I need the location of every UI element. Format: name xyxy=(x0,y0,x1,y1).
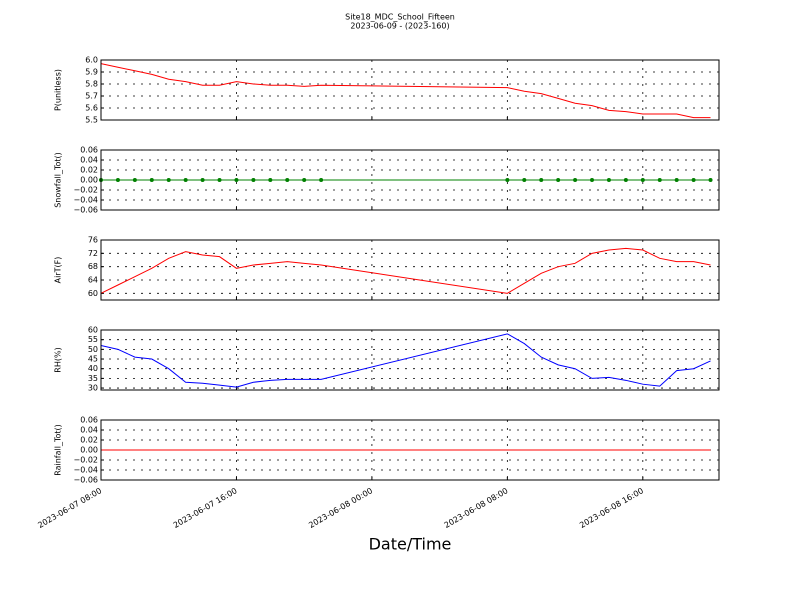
series-marker xyxy=(657,178,662,182)
y-tick-label: 5.5 xyxy=(85,116,98,125)
plot-area xyxy=(101,330,719,390)
y-tick-label: 68 xyxy=(88,262,98,271)
y-tick-label: 30 xyxy=(88,384,98,393)
y-tick-label: −0.06 xyxy=(73,476,98,485)
y-axis-label: Rainfall_Tot() xyxy=(54,424,63,476)
y-tick-label: 0.06 xyxy=(80,146,98,155)
y-tick-label: 45 xyxy=(88,355,98,364)
y-axis-label: P(unitless) xyxy=(54,69,63,111)
y-tick-label: 6.0 xyxy=(85,56,98,65)
series-marker xyxy=(217,178,222,182)
series-marker xyxy=(556,178,561,182)
y-tick-label: 76 xyxy=(88,236,98,245)
series-line xyxy=(100,247,711,294)
y-tick-label: 0.00 xyxy=(80,446,98,455)
series-marker xyxy=(708,178,713,182)
y-tick-label: 55 xyxy=(88,335,98,344)
series-marker xyxy=(573,178,578,182)
y-tick-label: 0.02 xyxy=(80,166,98,175)
y-tick-label: −0.06 xyxy=(73,206,98,215)
series-marker xyxy=(115,178,120,182)
series-marker xyxy=(200,178,205,182)
y-tick-label: 0.04 xyxy=(80,156,98,165)
chart-title: Site18_MDC_School_Fifteen xyxy=(345,13,455,22)
x-axis-label: Date/Time xyxy=(369,535,452,554)
plot-frame xyxy=(100,239,720,301)
plot-frame xyxy=(100,59,720,121)
series-line xyxy=(100,63,711,119)
series-marker xyxy=(268,178,273,182)
y-axis-label: AirT(F) xyxy=(54,257,63,284)
series-marker xyxy=(539,178,544,182)
y-tick-label: 0.04 xyxy=(80,426,98,435)
y-tick-label: 72 xyxy=(88,249,98,258)
y-axis-label: Snowfall_Tot() xyxy=(54,152,63,208)
y-tick-label: 60 xyxy=(88,326,98,335)
plot-area xyxy=(101,60,719,120)
series-marker xyxy=(251,178,256,182)
y-tick-label: 60 xyxy=(88,289,98,298)
series-marker xyxy=(606,178,611,182)
chart-subtitle: 2023-06-09 - (2023-160) xyxy=(350,22,449,31)
y-tick-label: 40 xyxy=(88,364,98,373)
y-tick-label: 5.7 xyxy=(85,92,98,101)
series-marker xyxy=(522,178,527,182)
y-tick-label: 0.06 xyxy=(80,416,98,425)
y-tick-label: −0.02 xyxy=(73,186,98,195)
y-tick-label: 5.9 xyxy=(85,68,98,77)
series-marker xyxy=(166,178,171,182)
y-tick-label: 50 xyxy=(88,345,98,354)
series-marker xyxy=(590,178,595,182)
plot-frame xyxy=(100,149,720,211)
plot-area xyxy=(101,240,719,300)
series-marker xyxy=(302,178,307,182)
y-axis-label: RH(%) xyxy=(54,347,63,372)
y-tick-label: 35 xyxy=(88,374,98,383)
plot-frame xyxy=(100,419,720,481)
series-marker xyxy=(691,178,696,182)
series-marker xyxy=(149,178,154,182)
series-marker xyxy=(132,178,137,182)
series-marker xyxy=(319,178,324,182)
plot-frame xyxy=(100,329,720,391)
y-tick-label: 5.6 xyxy=(85,104,98,113)
series-marker xyxy=(640,178,645,182)
y-tick-label: 0.02 xyxy=(80,436,98,445)
series-marker xyxy=(623,178,628,182)
y-tick-label: 5.8 xyxy=(85,80,98,89)
y-tick-label: −0.04 xyxy=(73,466,98,475)
series-marker xyxy=(234,178,239,182)
y-tick-label: −0.04 xyxy=(73,196,98,205)
y-tick-label: 0.00 xyxy=(80,176,98,185)
series-marker xyxy=(285,178,290,182)
series-marker xyxy=(674,178,679,182)
y-tick-label: 64 xyxy=(88,276,98,285)
series-line xyxy=(100,333,711,388)
series-marker xyxy=(505,178,510,182)
series-marker xyxy=(183,178,188,182)
y-tick-label: −0.02 xyxy=(73,456,98,465)
